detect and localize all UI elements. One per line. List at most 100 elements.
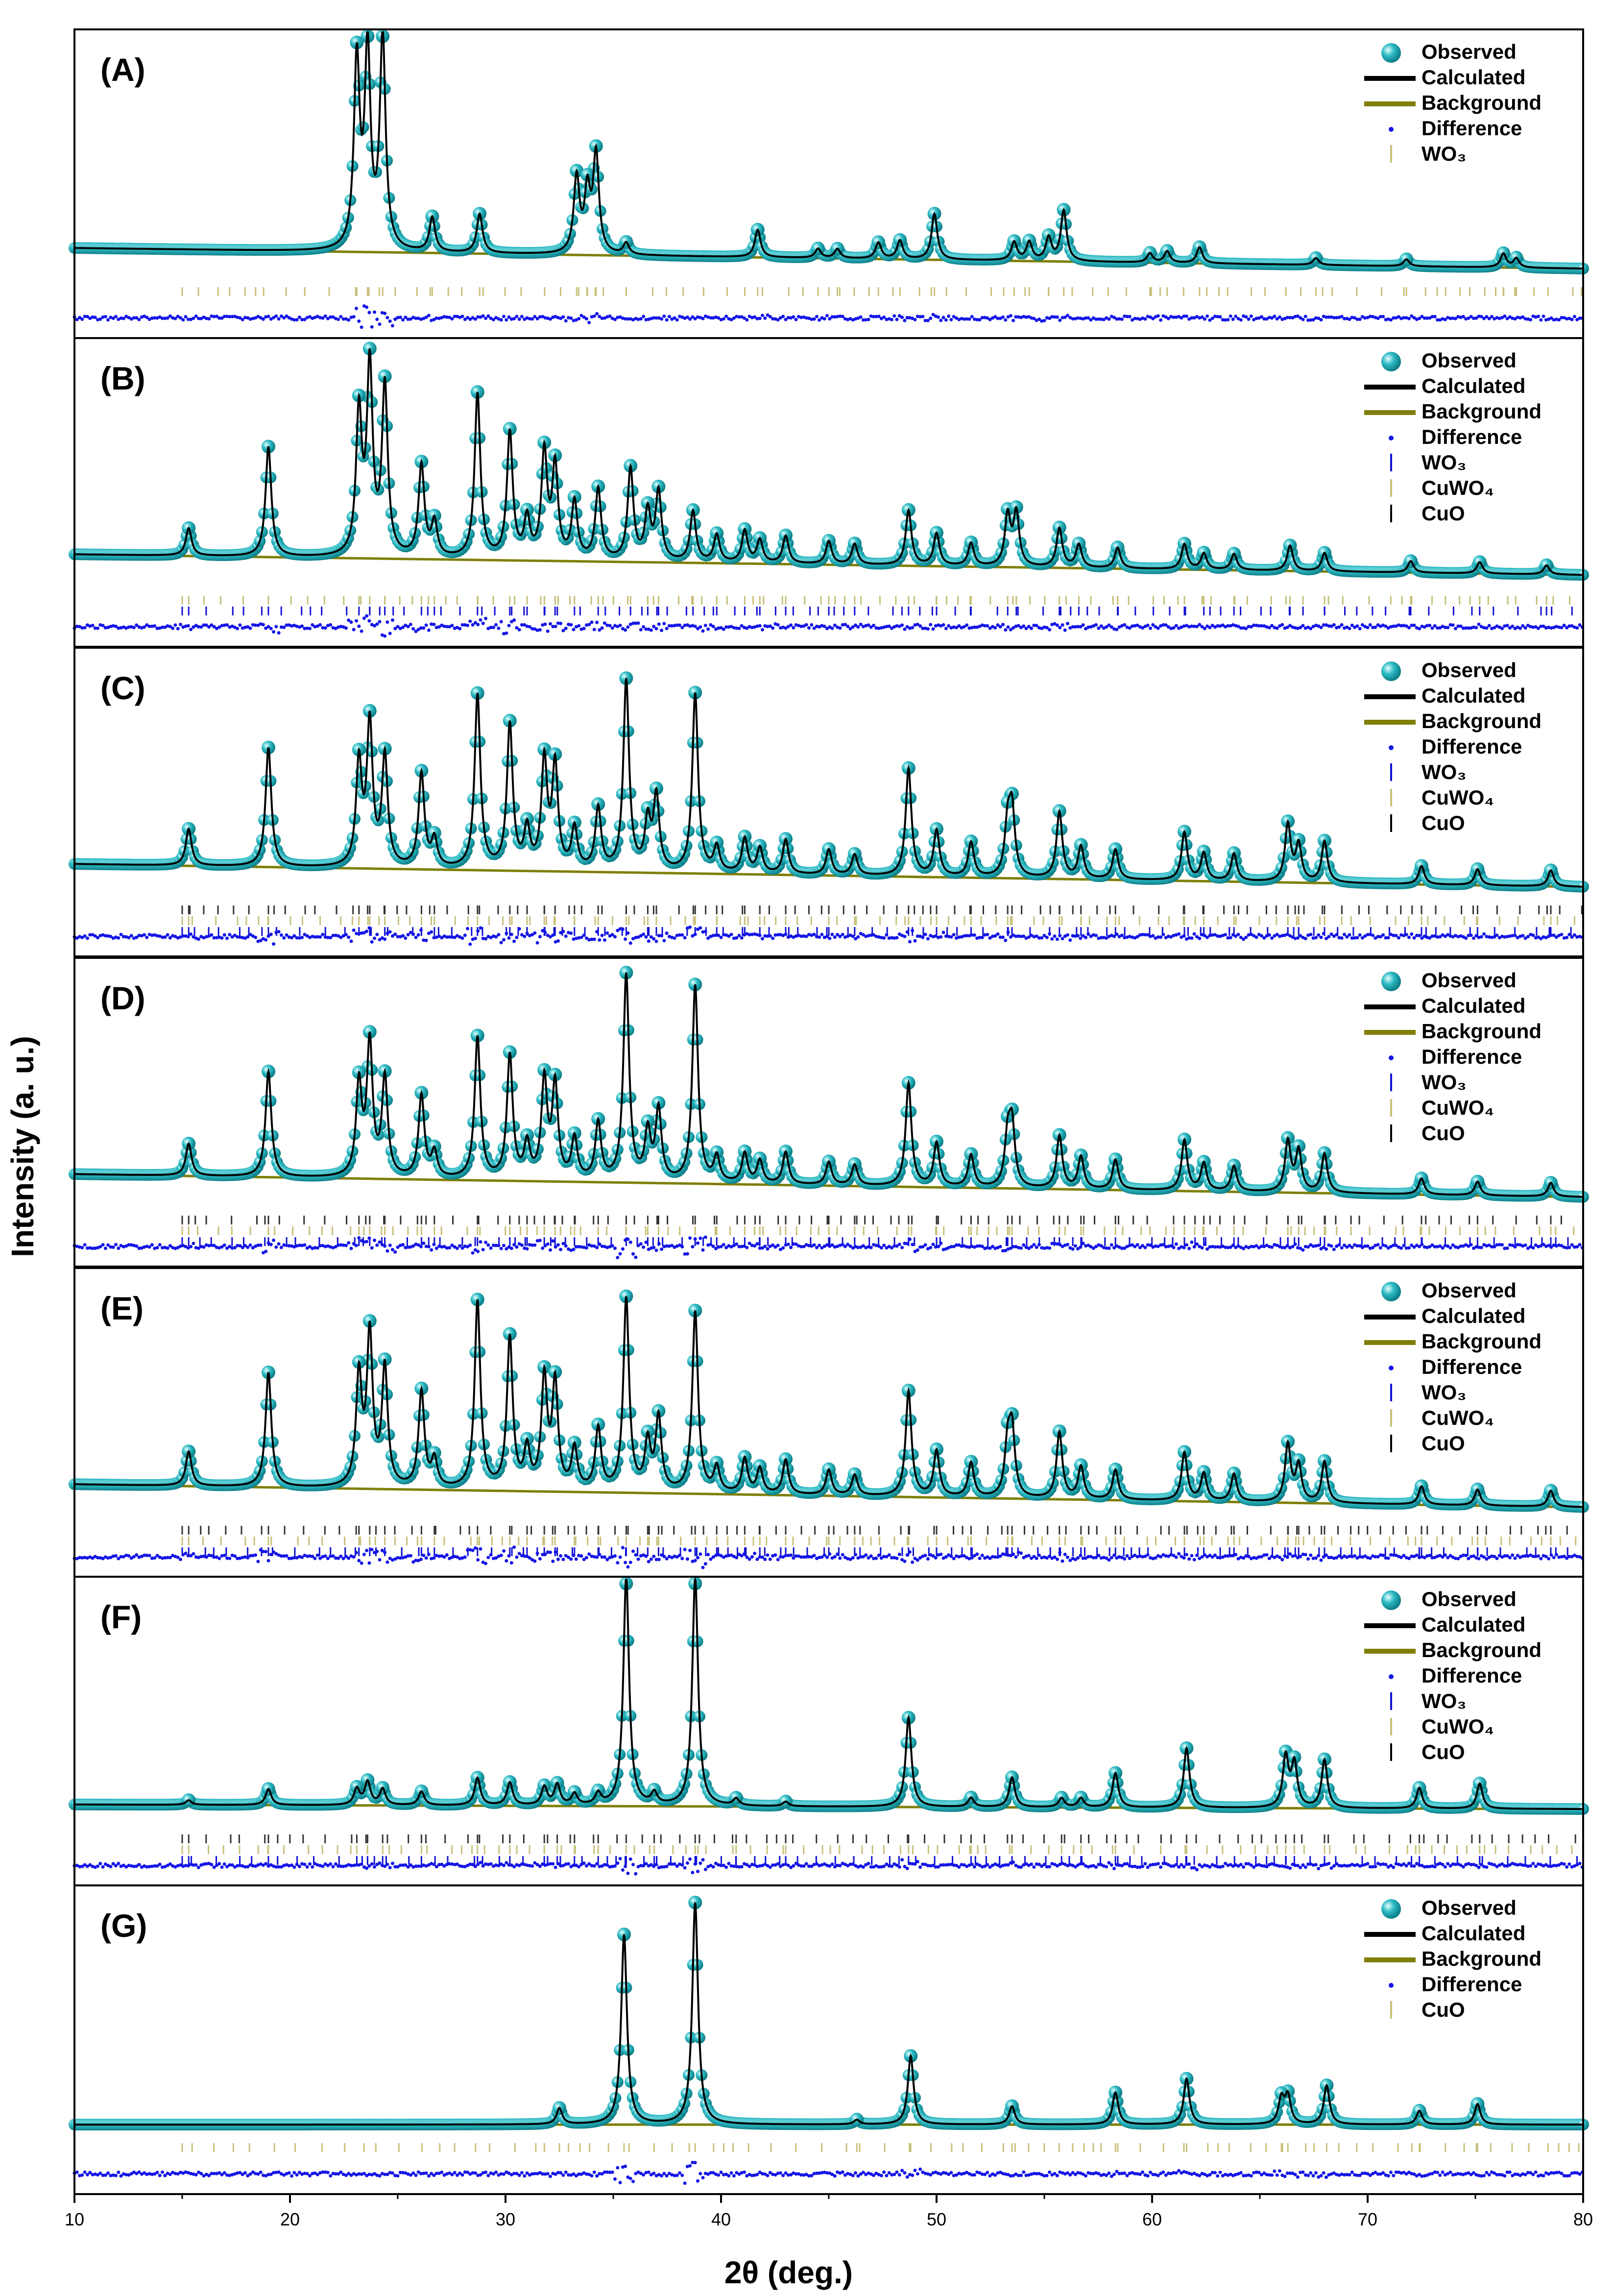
difference-point: [145, 935, 149, 939]
difference-point: [892, 314, 896, 318]
difference-point: [1485, 626, 1489, 630]
difference-point: [1058, 626, 1062, 630]
difference-point: [1275, 626, 1279, 630]
difference-point: [639, 317, 643, 321]
difference-point: [427, 628, 431, 632]
difference-point: [1058, 318, 1062, 322]
difference-point: [261, 623, 265, 627]
difference-point: [895, 318, 899, 321]
difference-point: [768, 934, 772, 938]
legend-label-cuwo: CuWO₄: [1421, 476, 1494, 499]
difference-point: [367, 311, 371, 315]
legend-difference-marker: [1389, 745, 1394, 750]
difference-point: [569, 623, 573, 627]
difference-point: [841, 932, 844, 936]
difference-point: [476, 929, 480, 933]
difference-point: [610, 626, 614, 630]
difference-point: [822, 317, 826, 321]
difference-point: [517, 927, 521, 931]
difference-point: [833, 935, 837, 939]
difference-point: [300, 935, 304, 939]
difference-point: [711, 625, 715, 628]
difference-point: [525, 931, 529, 935]
difference-point: [246, 935, 250, 939]
difference-point: [561, 929, 565, 933]
legend: ObservedCalculatedBackgroundDifferenceWO…: [1364, 659, 1542, 834]
legend-label-wo: WO₃: [1421, 142, 1467, 165]
difference-point: [388, 632, 392, 635]
difference-point: [1174, 624, 1178, 628]
difference-point: [1236, 932, 1240, 936]
difference-point: [1244, 315, 1248, 319]
difference-point: [1381, 315, 1385, 318]
difference-point: [1407, 317, 1411, 320]
difference-point: [900, 316, 904, 319]
difference-point: [941, 623, 945, 627]
difference-point: [1203, 317, 1206, 321]
difference-point: [179, 623, 182, 626]
difference-point: [383, 937, 387, 941]
difference-point: [1009, 314, 1012, 318]
difference-point: [390, 618, 394, 622]
difference-point: [1565, 935, 1569, 939]
difference-point: [533, 931, 537, 935]
difference-point: [949, 318, 953, 321]
difference-point: [1523, 626, 1527, 630]
difference-point: [502, 315, 506, 318]
difference-point: [222, 933, 226, 937]
difference-point: [1192, 932, 1196, 936]
difference-point: [1161, 932, 1165, 936]
difference-point: [1575, 626, 1579, 630]
difference-point: [608, 624, 612, 628]
difference-point: [1053, 934, 1057, 938]
difference-point: [1317, 933, 1321, 937]
difference-point: [649, 628, 653, 632]
difference-point: [1076, 934, 1080, 938]
difference-point: [675, 318, 679, 322]
difference-point: [642, 315, 646, 318]
difference-point: [642, 932, 646, 936]
difference-point: [373, 310, 376, 314]
difference-point: [911, 626, 915, 630]
difference-point: [1058, 934, 1062, 937]
difference-point: [1495, 933, 1499, 937]
difference-point: [416, 933, 420, 937]
difference-point: [592, 937, 596, 941]
difference-point: [1348, 627, 1351, 631]
difference-point: [1001, 315, 1005, 319]
difference-point: [628, 941, 632, 945]
legend-label-observed: Observed: [1421, 40, 1517, 63]
difference-point: [678, 623, 681, 627]
difference-point: [360, 325, 363, 329]
difference-point: [264, 938, 268, 942]
difference-point: [654, 939, 658, 943]
difference-point: [986, 624, 989, 628]
difference-point: [1487, 624, 1491, 628]
legend-label-background: Background: [1421, 91, 1542, 114]
difference-point: [1247, 317, 1251, 321]
difference-point: [965, 623, 969, 627]
difference-point: [856, 625, 860, 629]
difference-point: [1570, 318, 1574, 321]
difference-point: [1086, 932, 1090, 936]
difference-point: [724, 315, 728, 318]
difference-point: [554, 625, 557, 628]
difference-point: [1270, 936, 1274, 940]
difference-points: [72, 614, 1584, 638]
difference-point: [114, 315, 118, 318]
difference-point: [411, 932, 415, 936]
difference-point: [680, 626, 684, 630]
difference-point: [761, 628, 764, 632]
difference-point: [1368, 623, 1372, 627]
difference-point: [1042, 318, 1046, 322]
difference-point: [1418, 933, 1421, 937]
difference-point: [693, 932, 697, 936]
panel-label: (A): [100, 51, 145, 88]
difference-point: [996, 932, 1000, 936]
difference-point: [662, 622, 666, 626]
difference-point: [701, 629, 705, 633]
difference-point: [587, 623, 591, 627]
difference-point: [378, 322, 382, 326]
difference-point: [903, 934, 907, 938]
difference-point: [941, 930, 945, 934]
